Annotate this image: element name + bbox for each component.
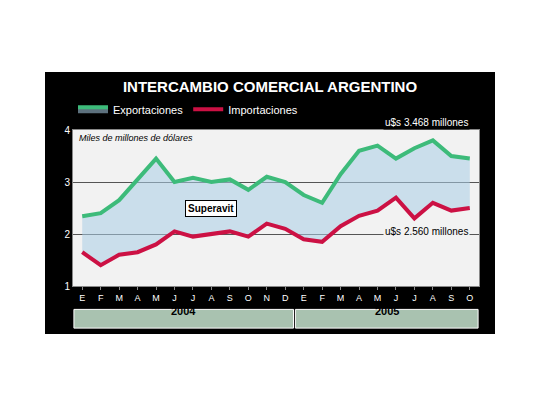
svg-text:N: N: [264, 293, 271, 303]
svg-text:A: A: [135, 293, 141, 303]
svg-text:D: D: [282, 293, 289, 303]
svg-text:O: O: [245, 293, 252, 303]
svg-text:A: A: [430, 293, 436, 303]
svg-text:Importaciones: Importaciones: [228, 104, 298, 116]
svg-text:INTERCAMBIO COMERCIAL ARGENTIN: INTERCAMBIO COMERCIAL ARGENTINO: [123, 78, 417, 95]
svg-text:J: J: [191, 293, 196, 303]
svg-text:J: J: [172, 293, 177, 303]
svg-text:S: S: [227, 293, 233, 303]
svg-text:2005: 2005: [375, 305, 399, 317]
svg-text:1: 1: [64, 281, 70, 292]
svg-text:M: M: [115, 293, 123, 303]
svg-text:3: 3: [64, 177, 70, 188]
svg-text:u$s 2.560 millones: u$s 2.560 millones: [385, 226, 468, 237]
svg-text:Miles de millones de dólares: Miles de millones de dólares: [79, 133, 193, 143]
svg-text:S: S: [448, 293, 454, 303]
svg-text:Superavit: Superavit: [188, 203, 234, 214]
svg-text:E: E: [301, 293, 307, 303]
svg-text:2004: 2004: [171, 305, 196, 317]
svg-text:A: A: [208, 293, 214, 303]
svg-text:F: F: [98, 293, 104, 303]
svg-text:Exportaciones: Exportaciones: [113, 104, 183, 116]
svg-text:F: F: [319, 293, 325, 303]
svg-text:O: O: [466, 293, 473, 303]
svg-text:E: E: [79, 293, 85, 303]
svg-text:M: M: [374, 293, 382, 303]
svg-text:A: A: [356, 293, 362, 303]
svg-text:4: 4: [64, 125, 70, 136]
svg-text:2: 2: [64, 229, 70, 240]
svg-text:M: M: [152, 293, 160, 303]
svg-text:u$s 3.468 millones: u$s 3.468 millones: [385, 117, 468, 128]
svg-text:M: M: [337, 293, 345, 303]
svg-text:J: J: [412, 293, 417, 303]
svg-text:J: J: [394, 293, 399, 303]
